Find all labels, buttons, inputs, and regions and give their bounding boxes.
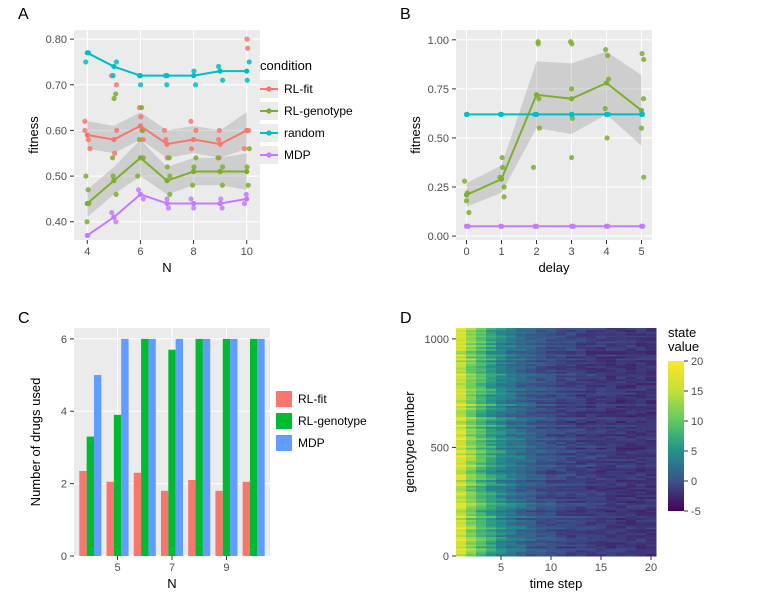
panel-label-a: A [18, 6, 29, 24]
svg-text:MDP: MDP [298, 436, 325, 450]
svg-text:1: 1 [498, 246, 504, 258]
svg-text:random: random [284, 126, 325, 140]
svg-text:RL-fit: RL-fit [284, 82, 313, 96]
panel-label-c: C [18, 310, 30, 328]
svg-text:10: 10 [691, 416, 703, 428]
svg-text:RL-genotype: RL-genotype [298, 414, 367, 428]
svg-text:6: 6 [61, 334, 67, 346]
svg-text:RL-fit: RL-fit [298, 392, 327, 406]
svg-text:state: state [668, 325, 696, 340]
svg-text:value: value [668, 339, 699, 354]
svg-text:time step: time step [530, 576, 583, 591]
svg-text:fitness: fitness [408, 116, 423, 154]
svg-text:RL-genotype: RL-genotype [284, 104, 353, 118]
svg-text:N: N [167, 576, 176, 591]
svg-text:2: 2 [533, 246, 539, 258]
svg-text:10: 10 [241, 246, 253, 258]
svg-text:15: 15 [595, 562, 607, 574]
svg-text:20: 20 [645, 562, 657, 574]
svg-text:fitness: fitness [26, 116, 41, 154]
svg-text:genotype number: genotype number [402, 391, 417, 493]
panel-label-b: B [400, 6, 411, 24]
svg-text:6: 6 [137, 246, 143, 258]
svg-text:500: 500 [431, 442, 449, 454]
svg-text:0.50: 0.50 [46, 171, 67, 183]
svg-text:5: 5 [498, 562, 504, 574]
svg-text:1.00: 1.00 [428, 35, 449, 47]
svg-text:4: 4 [603, 246, 609, 258]
svg-text:0: 0 [443, 551, 449, 563]
svg-text:8: 8 [191, 246, 197, 258]
svg-text:4: 4 [61, 406, 67, 418]
svg-text:MDP: MDP [284, 148, 311, 162]
svg-text:0.75: 0.75 [428, 84, 449, 96]
svg-text:delay: delay [538, 260, 570, 275]
svg-text:15: 15 [691, 386, 703, 398]
svg-text:7: 7 [169, 562, 175, 574]
svg-text:Number of drugs used: Number of drugs used [28, 378, 43, 507]
svg-text:0.25: 0.25 [428, 182, 449, 194]
svg-text:0.60: 0.60 [46, 125, 67, 137]
svg-text:20: 20 [691, 356, 703, 368]
svg-text:0: 0 [463, 246, 469, 258]
svg-text:-5: -5 [691, 506, 701, 518]
svg-text:0: 0 [61, 551, 67, 563]
svg-text:2: 2 [61, 479, 67, 491]
svg-text:5: 5 [638, 246, 644, 258]
svg-text:0.80: 0.80 [46, 34, 67, 46]
svg-text:3: 3 [568, 246, 574, 258]
svg-text:9: 9 [223, 562, 229, 574]
svg-text:5: 5 [114, 562, 120, 574]
svg-text:10: 10 [545, 562, 557, 574]
svg-text:0.50: 0.50 [428, 133, 449, 145]
svg-text:N: N [162, 260, 171, 275]
svg-text:condition: condition [260, 58, 312, 73]
svg-text:1000: 1000 [425, 334, 449, 346]
svg-text:0.00: 0.00 [428, 231, 449, 243]
svg-text:4: 4 [84, 246, 90, 258]
svg-text:0: 0 [691, 476, 697, 488]
figure-svg: 468100.400.500.600.700.80Nfitness0123450… [0, 0, 768, 605]
svg-text:5: 5 [691, 446, 697, 458]
svg-text:0.70: 0.70 [46, 80, 67, 92]
panel-label-d: D [400, 310, 412, 328]
svg-text:0.40: 0.40 [46, 217, 67, 229]
